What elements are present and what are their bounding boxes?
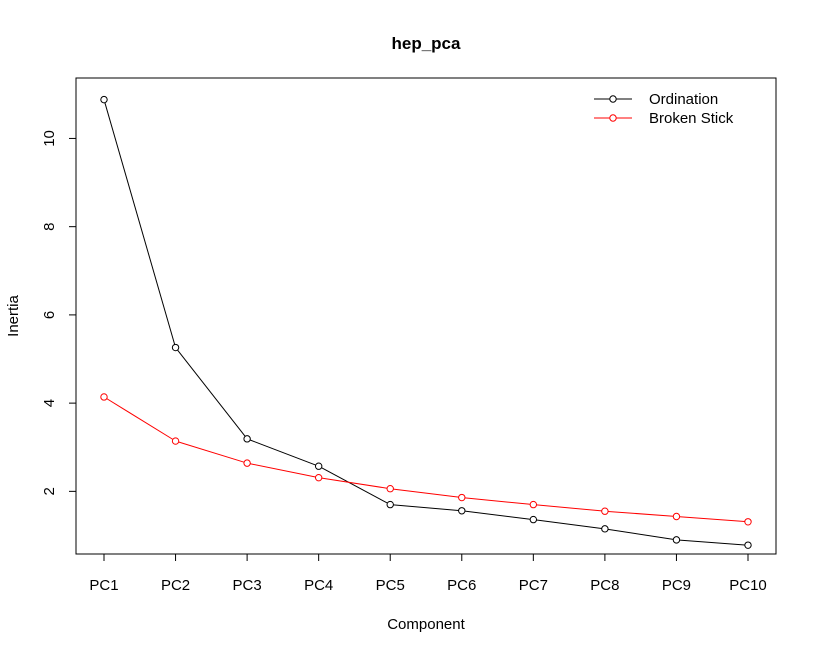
series-group (100, 393, 752, 526)
x-tick-label: PC5 (376, 577, 405, 594)
x-tick-label: PC4 (304, 577, 333, 594)
series-segment (178, 441, 245, 463)
data-point (529, 515, 538, 524)
x-tick-label: PC1 (89, 577, 118, 594)
data-point (386, 485, 394, 493)
series-segment (679, 539, 745, 546)
series-segment (536, 519, 602, 529)
data-point (100, 393, 108, 401)
legend-marker (609, 95, 617, 103)
series-segment (464, 497, 531, 505)
data-point (744, 541, 752, 549)
series-segment (679, 516, 745, 523)
data-point (171, 437, 180, 445)
y-tick-label: 6 (41, 311, 58, 319)
data-point (458, 507, 466, 515)
plot-frame (75, 77, 777, 555)
data-point (314, 462, 323, 470)
y-axis-label: Inertia (5, 295, 22, 337)
data-point (672, 512, 681, 521)
data-point (171, 343, 180, 352)
data-point (458, 493, 466, 502)
data-point (672, 536, 681, 544)
y-tick-label: 4 (41, 399, 58, 407)
series-segment (104, 102, 176, 345)
data-point (386, 500, 394, 509)
x-tick-label: PC10 (729, 577, 767, 594)
data-point (243, 435, 251, 443)
x-tick-label: PC3 (233, 577, 262, 594)
data-point (601, 507, 609, 515)
series-segment (393, 504, 459, 511)
legend-label: Broken Stick (649, 110, 734, 127)
y-tick-label: 10 (41, 130, 58, 147)
y-axis: 2 4 6 8 10 (41, 130, 77, 496)
data-point (601, 525, 609, 533)
x-tick-label: PC8 (590, 577, 619, 594)
data-point (529, 500, 538, 509)
legend: Ordination Broken Stick (594, 91, 734, 127)
series-layer (100, 95, 752, 549)
series-segment (249, 439, 316, 466)
y-tick-label: 8 (41, 222, 58, 230)
series-segment (250, 463, 316, 478)
x-tick-label: PC7 (519, 577, 548, 594)
data-point (100, 95, 108, 104)
x-tick-label: PC9 (662, 577, 691, 594)
series-group (100, 95, 752, 549)
series-segment (608, 510, 674, 517)
series-segment (321, 477, 388, 489)
series-segment (464, 510, 531, 520)
series-segment (393, 488, 459, 498)
x-tick-label: PC2 (161, 577, 190, 594)
x-axis: PC1 PC2 PC3 PC4 PC5 PC6 PC7 PC8 PC9 PC10 (89, 553, 767, 594)
x-tick-label: PC6 (447, 577, 476, 594)
legend-marker (609, 114, 617, 122)
series-segment (607, 528, 674, 540)
data-point (314, 473, 323, 482)
x-axis-label: Component (387, 616, 465, 633)
legend-label: Ordination (649, 91, 718, 108)
series-segment (536, 504, 602, 512)
data-point (744, 518, 752, 526)
y-tick-label: 2 (41, 487, 58, 495)
series-segment (177, 349, 246, 437)
series-segment (106, 398, 174, 440)
chart-title: hep_pca (392, 34, 462, 53)
data-point (243, 459, 251, 467)
series-segment (321, 467, 388, 504)
